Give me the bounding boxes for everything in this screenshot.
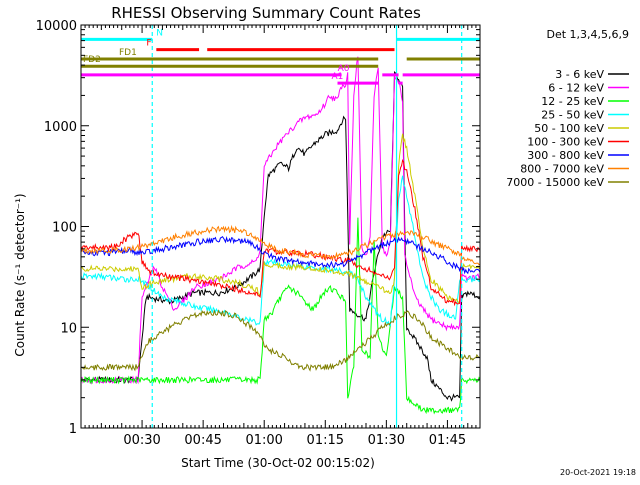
- legend-title: Det 1,3,4,5,6,9: [546, 28, 629, 41]
- x-tick-label-5: 01:45: [429, 433, 466, 448]
- series-line-7: [81, 235, 480, 275]
- legend-label-8: 800 - 7000 keV: [520, 163, 604, 176]
- series-line-3: [81, 217, 480, 415]
- legend-label-5: 50 - 100 keV: [534, 122, 604, 135]
- series-line-1: [81, 70, 480, 402]
- series-line-9: [81, 309, 480, 372]
- legend-label-3: 12 - 25 keV: [541, 95, 604, 108]
- state-bars-group: [81, 37, 480, 85]
- legend-label-1: 3 - 6 keV: [555, 68, 604, 81]
- y-tick-label-0: 1: [69, 422, 77, 437]
- y-tick-label-3: 1000: [44, 120, 77, 135]
- legend-label-6: 100 - 300 keV: [527, 136, 604, 149]
- x-tick-label-0: 00:30: [123, 433, 160, 448]
- chart-title: RHESSI Observing Summary Count Rates: [111, 4, 421, 22]
- marker-lines-group: [151, 25, 463, 428]
- legend-label-4: 25 - 50 keV: [541, 109, 604, 122]
- series-line-8: [81, 224, 480, 266]
- series-line-2: [81, 56, 480, 385]
- series-line-5: [81, 133, 480, 304]
- y-tick-label-4: 10000: [36, 19, 77, 34]
- y-tick-label-1: 10: [60, 321, 77, 336]
- y-axis-label: Count Rate (s⁻¹ detector⁻¹): [13, 193, 27, 356]
- x-tick-label-4: 01:30: [368, 433, 405, 448]
- legend-label-2: 6 - 12 keV: [548, 82, 604, 95]
- state-bar-label-fd2: FD2: [83, 55, 101, 65]
- x-tick-label-2: 01:00: [245, 433, 282, 448]
- x-tick-label-3: 01:15: [307, 433, 344, 448]
- state-bar-label-n: N: [156, 28, 163, 38]
- y-tick-label-2: 100: [52, 221, 77, 236]
- x-axis-label: Start Time (30-Oct-02 00:15:02): [181, 456, 375, 470]
- footer-timestamp: 20-Oct-2021 19:18: [560, 468, 636, 477]
- legend-label-7: 300 - 800 keV: [527, 149, 604, 162]
- series-group: [81, 56, 480, 415]
- x-tick-label-1: 00:45: [184, 433, 221, 448]
- state-bar-label-a1: A1: [332, 72, 344, 82]
- state-bar-label-fd1: FD1: [119, 48, 137, 58]
- legend-label-9: 7000 - 15000 keV: [506, 176, 604, 189]
- state-bar-label-f: F: [146, 39, 151, 49]
- state-bar-label-a0: A0: [338, 64, 350, 74]
